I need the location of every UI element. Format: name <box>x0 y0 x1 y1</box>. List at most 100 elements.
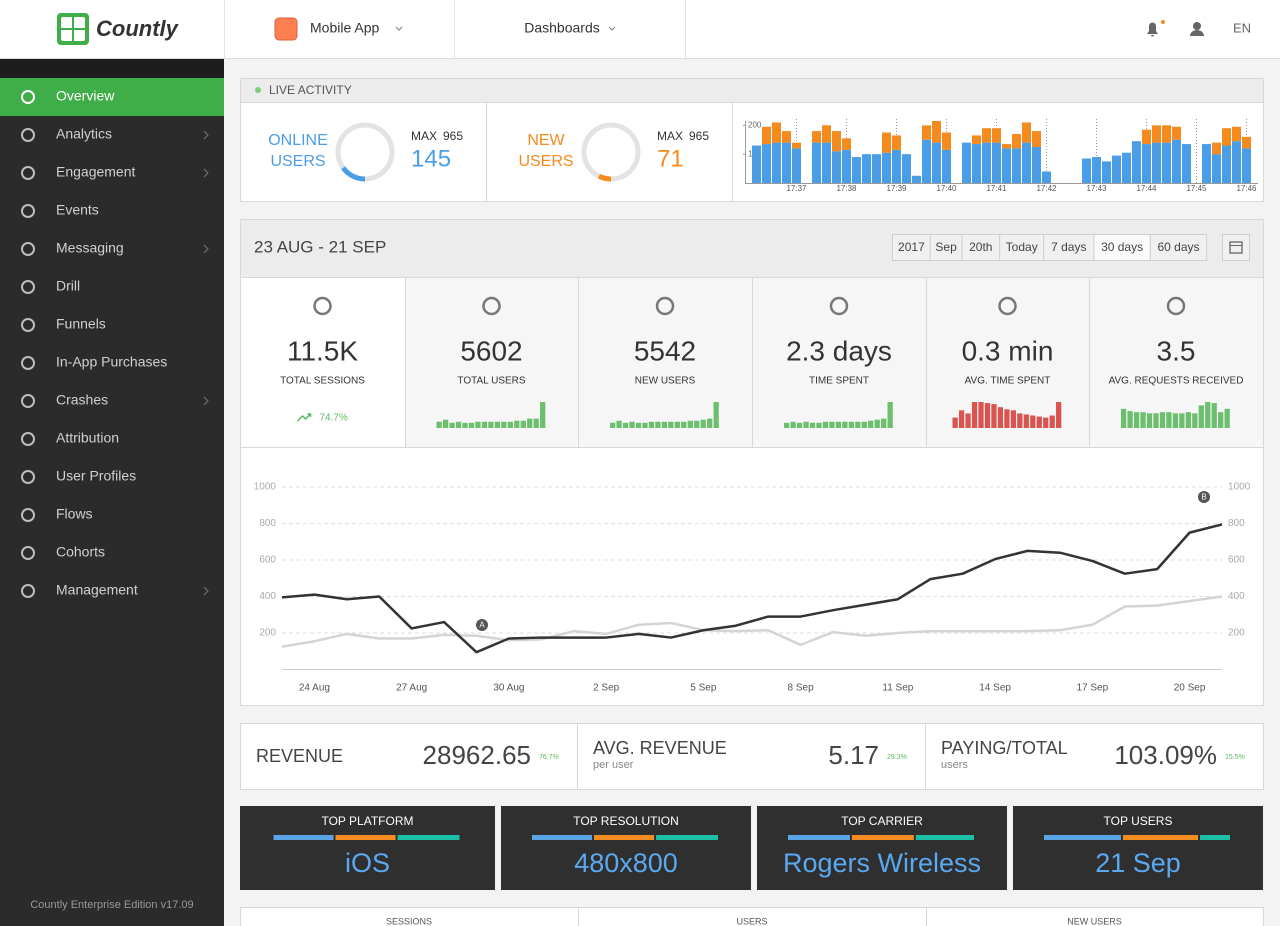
tab-label[interactable]: SESSIONS <box>386 916 432 926</box>
sparkline-bar <box>468 422 475 428</box>
sparkline-bar <box>1198 405 1204 428</box>
period-button[interactable] <box>892 234 931 261</box>
live-bar <box>832 131 841 152</box>
top-tile <box>501 806 751 890</box>
tab-label[interactable]: USERS <box>736 916 767 926</box>
user-icon-body <box>1190 30 1204 36</box>
nav-item[interactable]: Flows <box>56 506 93 522</box>
annotation-label: A <box>479 621 485 630</box>
stat-value: 11.5K <box>287 335 358 366</box>
stat-value: 5542 <box>634 335 696 366</box>
live-bar <box>1082 158 1091 183</box>
period-button[interactable] <box>1043 234 1095 261</box>
sparkline-bar <box>790 421 796 428</box>
nav-item[interactable]: User Profiles <box>56 468 136 484</box>
sparkline-bar <box>874 419 880 428</box>
nav-item[interactable]: Funnels <box>56 316 106 332</box>
nav-item[interactable]: Overview <box>56 88 115 104</box>
revenue-title: PAYING/TOTAL <box>941 738 1068 758</box>
sparkline-bar <box>655 421 661 428</box>
x-tick-label: 24 Aug <box>299 683 330 694</box>
live-bar <box>1212 142 1221 155</box>
sparkline-bar <box>952 417 958 428</box>
sparkline-bar <box>1179 413 1185 428</box>
period-button-label[interactable]: Today <box>1006 240 1038 254</box>
nav-item[interactable]: Engagement <box>56 164 136 180</box>
live-bar <box>1042 171 1051 183</box>
tab-label[interactable]: NEW USERS <box>1067 916 1122 926</box>
period-button-label[interactable]: 2017 <box>898 240 925 254</box>
gauge-label: USERS <box>518 153 573 170</box>
period-button-label[interactable]: 30 days <box>1101 240 1143 254</box>
language[interactable]: EN <box>1233 20 1251 35</box>
live-bar <box>1162 125 1171 143</box>
revenue-change: 76.7% <box>539 754 559 761</box>
sparkline-bar <box>861 421 867 428</box>
sparkline-bar <box>958 410 965 428</box>
live-bar <box>932 121 941 143</box>
live-header <box>241 79 1263 102</box>
series-line <box>281 523 1223 654</box>
chevron <box>395 26 403 31</box>
period-button-label[interactable]: 7 days <box>1051 240 1086 254</box>
nav-item[interactable]: In-App Purchases <box>56 354 167 370</box>
nav-item[interactable]: Crashes <box>56 392 108 408</box>
live-bar <box>1232 141 1241 183</box>
nav-item[interactable]: Analytics <box>56 126 112 142</box>
period-button-label[interactable]: 20th <box>969 240 992 254</box>
revenue-title: REVENUE <box>256 746 343 766</box>
x-tick-label: 20 Sep <box>1174 683 1206 694</box>
stat-label: TIME SPENT <box>809 376 869 387</box>
nav-item[interactable]: Drill <box>56 278 80 294</box>
calendar-button[interactable] <box>1222 234 1250 261</box>
nav-item[interactable]: Events <box>56 202 99 218</box>
trend-icon <box>296 413 312 422</box>
share-segment <box>1200 835 1230 840</box>
period-button-label[interactable]: Sep <box>935 240 957 254</box>
revenue-subtitle: per user <box>593 759 634 771</box>
live-bar <box>962 142 971 183</box>
nav-item[interactable]: Messaging <box>56 240 124 256</box>
sparkline-bar <box>835 421 842 428</box>
live-bar <box>922 125 931 140</box>
live-bar <box>1222 145 1231 183</box>
bell-icon[interactable] <box>1147 22 1158 37</box>
period-button[interactable] <box>1093 234 1151 261</box>
live-bar <box>782 142 791 183</box>
live-bar <box>832 151 841 183</box>
dashboards-menu[interactable]: Dashboards <box>524 20 600 36</box>
live-bar <box>1032 146 1041 183</box>
user-icon-head[interactable] <box>1193 22 1201 30</box>
nav-item[interactable]: Management <box>56 582 138 598</box>
nav-icon <box>21 166 35 180</box>
live-bar <box>892 135 901 150</box>
x-tick-label: 17:44 <box>1136 184 1157 193</box>
sparkline-bar <box>997 407 1004 428</box>
sparkline-bar <box>1185 412 1191 428</box>
sparkline-bar <box>501 421 507 428</box>
sparkline-bar <box>1043 417 1049 428</box>
sparkline-bar <box>816 422 822 428</box>
nav-item[interactable]: Attribution <box>56 430 119 446</box>
period-button-label[interactable]: 60 days <box>1157 240 1199 254</box>
live-bar <box>782 131 791 143</box>
app-selector[interactable]: Mobile App <box>310 20 379 36</box>
sparkline-bar <box>796 422 803 428</box>
top-tile <box>1013 806 1263 890</box>
live-bar <box>812 142 821 183</box>
gauge-value: 71 <box>657 145 684 172</box>
sparkline-bar <box>488 421 494 428</box>
live-bar <box>1022 122 1031 143</box>
x-tick-label: 17:40 <box>936 184 957 193</box>
period-button[interactable] <box>929 234 963 261</box>
live-bar <box>792 148 801 183</box>
nav-item[interactable]: Cohorts <box>56 544 105 560</box>
period-range: 23 AUG - 21 SEP <box>254 237 386 256</box>
gauge-max: 965 <box>443 129 463 143</box>
sparkline-bar <box>1146 413 1153 428</box>
share-segment <box>1122 835 1199 840</box>
sparkline-bar <box>642 422 648 428</box>
x-tick-label: 17:41 <box>986 184 1007 193</box>
period-button[interactable] <box>1149 234 1208 261</box>
sparkline-bar <box>1023 414 1029 428</box>
